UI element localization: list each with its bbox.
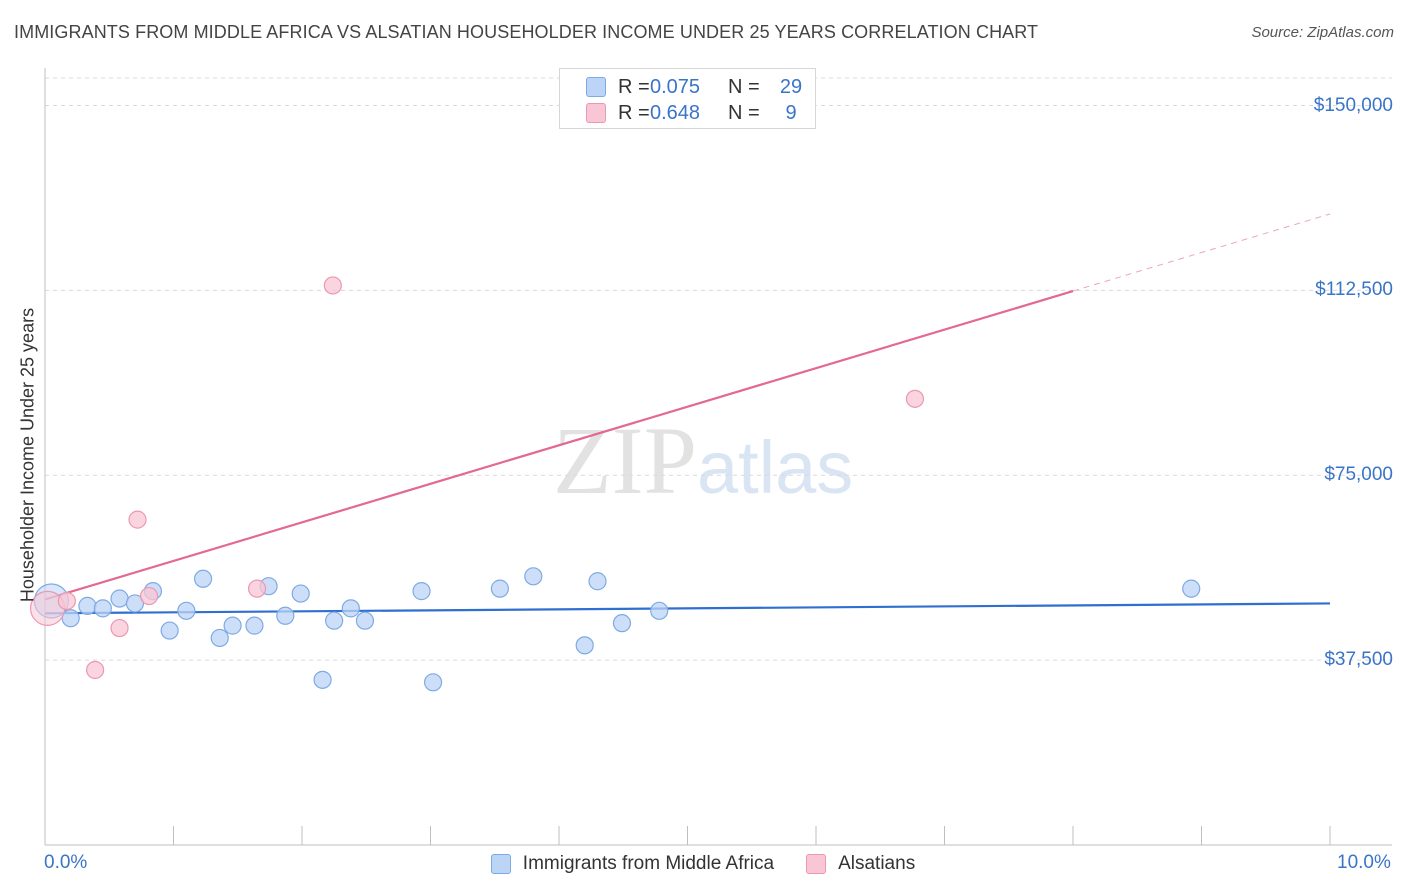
point-blue [276,606,295,625]
point-blue [210,628,229,648]
point-pink [323,276,342,295]
point-pink [139,586,159,606]
correlation-legend: R = 0.075 N = 29 R = 0.648 N = 9 [559,68,816,129]
point-blue [245,616,264,635]
point-blue [160,621,179,640]
point-blue [78,596,97,615]
legend-n-value: 29 [779,75,803,98]
legend-r-value: 0.648 [650,101,701,124]
point-blue [650,601,669,620]
point-pink [86,660,105,680]
point-pink [110,618,129,638]
trend-extension-pink [1072,213,1331,292]
point-blue [1182,579,1201,598]
legend-row-pink: R = 0.648 N = 9 [586,100,806,126]
axes [44,68,1392,846]
data-points [29,276,1201,692]
point-blue [412,582,431,601]
trend-lines [44,213,1331,615]
point-pink [57,591,76,611]
legend-swatch-pink [806,854,827,874]
point-blue [490,579,509,598]
legend-item-alsatians: Alsatians [806,853,915,875]
y-axis-label: Householder Income Under 25 years [17,307,38,603]
legend-n-label: N = [728,101,760,124]
point-pink [128,510,147,529]
point-pink [905,389,925,408]
legend-row-blue: R = 0.075 N = 29 [586,74,806,100]
point-blue [355,611,375,630]
chart-title: IMMIGRANTS FROM MIDDLE AFRICA VS ALSATIA… [14,22,1039,42]
y-tick-label: $37,500 [1324,649,1393,671]
y-tick-label: $112,500 [1315,279,1393,301]
point-blue [291,584,310,603]
point-blue [193,569,213,588]
point-blue [612,614,632,633]
point-blue [588,572,607,591]
y-tick-label: $75,000 [1324,464,1393,486]
point-blue [524,567,543,586]
point-blue [223,616,242,635]
x-tick-label-max: 10.0% [1337,852,1391,873]
source-note: Source: ZipAtlas.com [1251,24,1394,41]
legend-swatch-blue [490,854,511,874]
legend-swatch-blue [586,77,606,97]
trend-line-pink [44,290,1074,601]
legend-item-immigrants: Immigrants from Middle Africa [490,853,775,875]
point-blue [575,636,594,655]
legend-r-value: 0.075 [650,75,701,98]
gridlines [45,77,1392,661]
point-blue [313,670,332,689]
point-blue [125,594,145,613]
legend-n-label: N = [728,75,760,98]
point-blue [423,673,443,692]
legend-r-label: R = [618,101,650,124]
point-blue [341,599,360,618]
point-blue [325,611,344,630]
legend-r-label: R = [618,75,650,98]
legend-n-value: 9 [785,101,797,124]
point-blue [61,609,80,628]
point-pink [247,579,267,598]
legend-swatch-pink [586,103,606,123]
y-tick-label: $150,000 [1313,94,1393,116]
trend-line-blue [44,602,1331,615]
point-blue [177,601,196,620]
legend-label: Immigrants from Middle Africa [522,853,775,874]
point-blue [93,599,112,618]
point-blue [110,589,129,608]
x-tick-label-min: 0.0% [44,852,88,873]
series-legend: Immigrants from Middle Africa Alsatians [0,853,1406,875]
legend-label: Alsatians [838,853,916,874]
